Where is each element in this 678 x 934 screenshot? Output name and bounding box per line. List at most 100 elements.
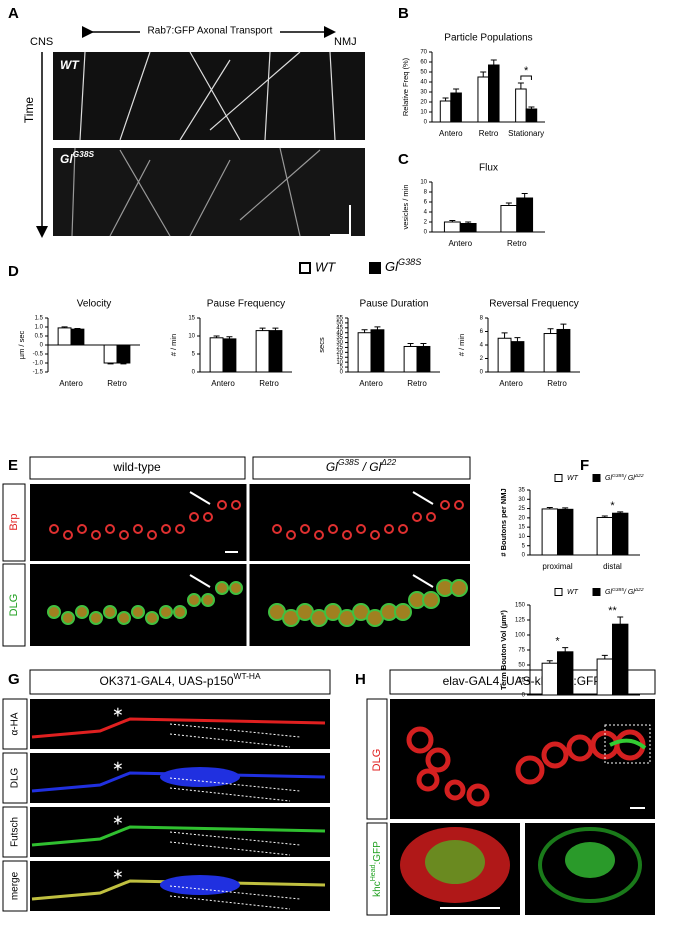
bouton xyxy=(187,593,201,607)
bar xyxy=(612,623,629,696)
bouton xyxy=(145,611,159,625)
y-tick-label: 2 xyxy=(480,356,484,362)
panel-letter: D xyxy=(8,263,19,280)
micrograph-rows: α-HA ∗ DLG ∗ Futsch ∗ merge ∗ xyxy=(2,698,330,912)
micrograph xyxy=(30,564,470,646)
bouton xyxy=(189,512,199,522)
bar xyxy=(556,328,571,373)
bar xyxy=(500,205,518,233)
y-tick-label: 5 xyxy=(340,365,344,371)
legend-swatch xyxy=(369,262,381,274)
legend-label: WT xyxy=(567,589,579,596)
y-axis-label: # / min xyxy=(169,334,178,357)
bouton xyxy=(229,581,243,595)
error-bar xyxy=(407,343,414,347)
micrograph xyxy=(30,807,330,857)
bouton xyxy=(105,524,115,534)
annotation: * xyxy=(610,500,615,512)
error-bar xyxy=(517,82,524,89)
text-part: WT-HA xyxy=(234,671,261,681)
y-tick-label: 30 xyxy=(518,497,525,503)
y-tick-label: 25 xyxy=(518,678,525,684)
text-part: G38S xyxy=(398,257,421,267)
bar xyxy=(459,223,477,233)
bar xyxy=(516,197,534,233)
y-tick-label: 4 xyxy=(424,210,428,216)
asterisk: ∗ xyxy=(112,866,124,882)
text-part: G385 xyxy=(612,587,624,593)
y-tick-label: 45 xyxy=(336,325,343,331)
y-tick-label: 10 xyxy=(420,110,427,116)
y-tick-label: 20 xyxy=(518,515,525,521)
bar xyxy=(541,662,558,696)
x-tick-label: Antero xyxy=(59,379,83,388)
x-tick-label: distal xyxy=(603,702,622,711)
error-bar xyxy=(107,363,114,365)
bouton xyxy=(203,512,213,522)
chart-title: Velocity xyxy=(77,299,111,310)
error-bar xyxy=(120,363,127,365)
y-tick-label: -1.5 xyxy=(33,370,44,376)
bar xyxy=(57,327,72,346)
chart-title: Pause Frequency xyxy=(207,299,285,310)
y-tick-label: 40 xyxy=(420,80,427,86)
genotype-label: GlG38S xyxy=(60,149,95,166)
y-tick-label: -0.5 xyxy=(33,352,44,358)
panel-letter: H xyxy=(355,671,366,688)
bouton xyxy=(314,530,324,540)
chart-title: Pause Duration xyxy=(360,299,429,310)
bar xyxy=(596,658,613,696)
error-bar xyxy=(562,507,569,510)
y-tick-label: 50 xyxy=(336,320,343,326)
axis-label: Time xyxy=(22,97,36,124)
row-header xyxy=(2,483,26,562)
chart-title: Reversal Frequency xyxy=(489,299,578,310)
bar xyxy=(510,341,525,373)
error-bar xyxy=(617,511,624,514)
error-bar xyxy=(547,328,554,334)
x-tick-label: Retro xyxy=(107,379,127,388)
error-bar xyxy=(560,323,567,330)
x-tick-label: proximal xyxy=(542,562,572,571)
text-part: Gl xyxy=(605,475,612,482)
column-header xyxy=(29,456,246,480)
text-part: Δ22 xyxy=(634,473,644,479)
y-tick-label: 0 xyxy=(340,370,344,376)
error-bar xyxy=(501,332,508,339)
bouton xyxy=(440,500,450,510)
error-bar xyxy=(449,220,456,222)
y-tick-label: 0 xyxy=(424,230,428,236)
bouton xyxy=(49,524,59,534)
y-tick-label: 0 xyxy=(40,343,44,349)
outline xyxy=(169,723,301,748)
axon xyxy=(31,771,326,793)
error-bar xyxy=(361,329,368,333)
bouton xyxy=(47,605,61,619)
y-tick-label: 75 xyxy=(518,648,525,654)
text-part: Gl xyxy=(605,589,612,596)
bouton xyxy=(231,500,241,510)
bouton xyxy=(272,524,282,534)
y-tick-label: 40 xyxy=(336,330,343,336)
y-tick-label: 0 xyxy=(480,370,484,376)
y-tick-label: 10 xyxy=(336,360,343,366)
bouton xyxy=(356,524,366,534)
column-header xyxy=(252,456,471,480)
x-tick-label: distal xyxy=(603,562,622,571)
error-bar xyxy=(453,88,460,93)
text-part: Δ22 xyxy=(380,457,396,467)
row-header xyxy=(2,563,26,647)
bouton xyxy=(173,605,187,619)
bouton xyxy=(217,500,227,510)
row-label: khcHead:GFP xyxy=(370,841,382,897)
bar xyxy=(370,329,385,373)
bar xyxy=(403,345,418,373)
error-bar xyxy=(546,506,553,509)
y-tick-label: 10 xyxy=(188,334,195,340)
y-tick-label: 4 xyxy=(480,343,484,349)
boutons xyxy=(47,491,468,627)
row-header xyxy=(366,698,388,820)
bouton xyxy=(117,611,131,625)
bouton xyxy=(422,591,440,609)
row-header xyxy=(2,752,28,804)
